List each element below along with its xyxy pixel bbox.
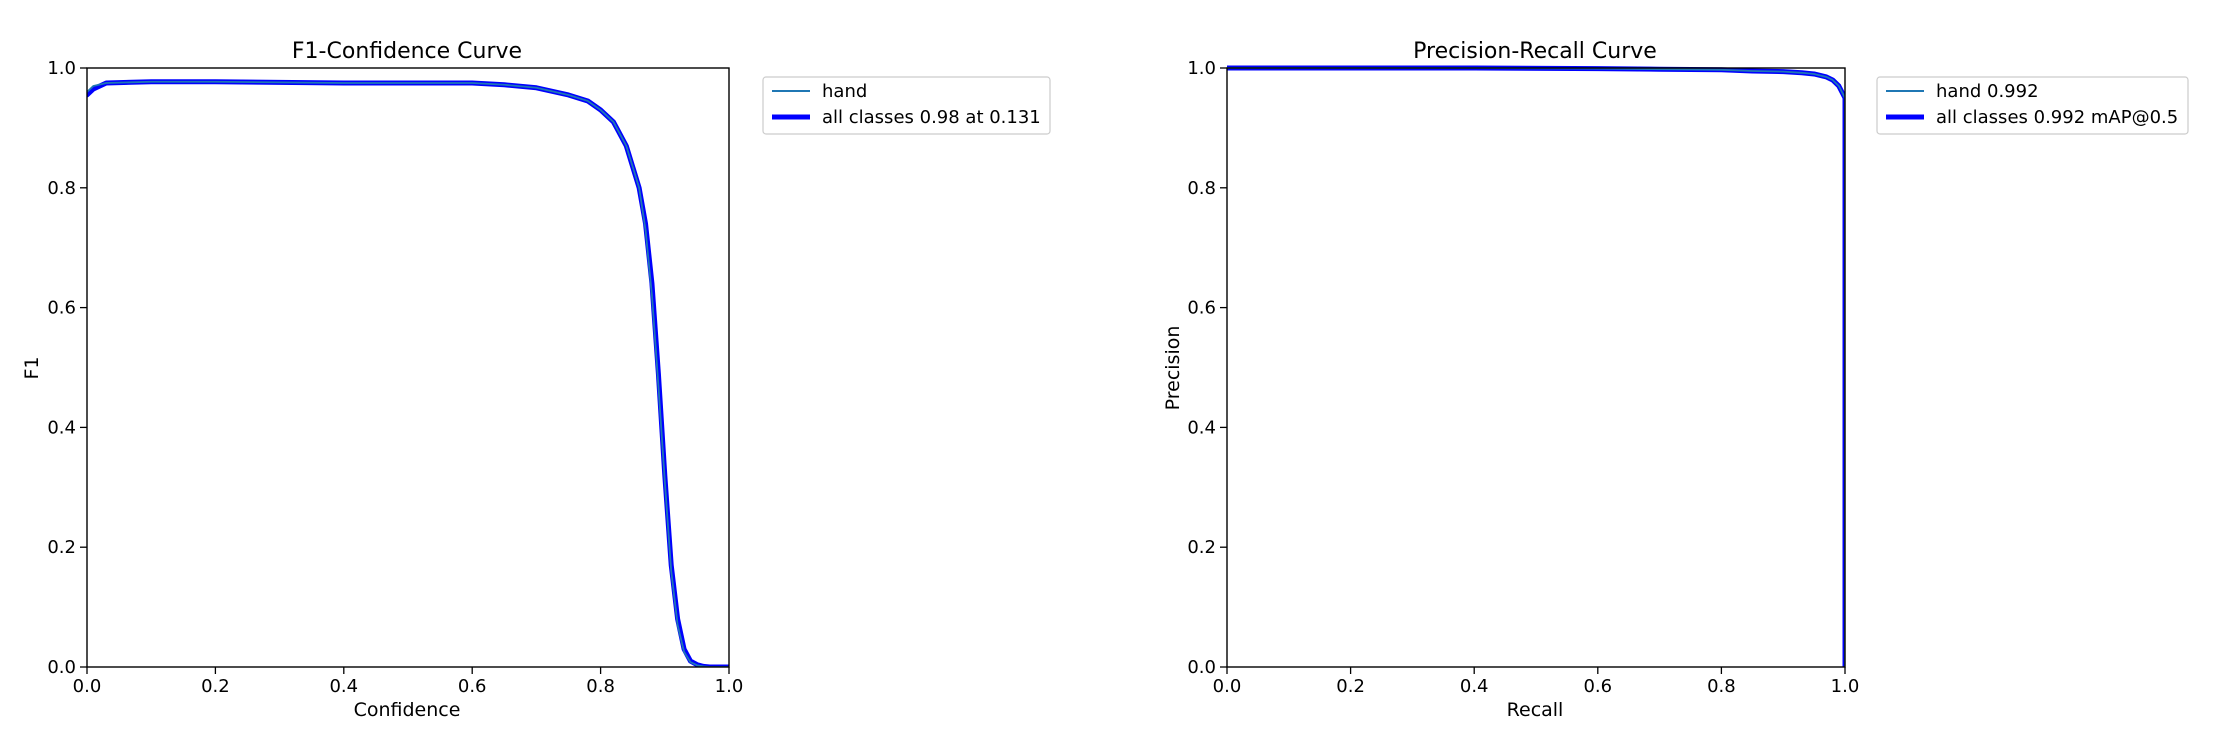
x-tick-label: 1.0 <box>715 676 744 697</box>
plot-area: 0.0 0.2 0.4 0.6 0.8 1.0 0.0 0.2 0.4 0.6 0.8 1.0 <box>1187 58 1859 697</box>
x-tick-label: 0.8 <box>586 676 615 697</box>
legend-label-all-classes: all classes 0.98 at 0.131 <box>822 107 1041 128</box>
legend-label-hand: hand <box>822 81 867 102</box>
x-axis-label: Recall <box>1507 699 1564 721</box>
x-tick-label: 0.6 <box>458 676 487 697</box>
x-tick-label: 0.2 <box>201 676 230 697</box>
chart-title: Precision-Recall Curve <box>1413 39 1657 64</box>
y-axis-label: Precision <box>1162 326 1184 411</box>
x-tick-label: 0.0 <box>73 676 102 697</box>
y-tick-label: 0.2 <box>47 537 76 558</box>
y-tick-label: 0.2 <box>1187 537 1216 558</box>
series-line-hand <box>87 80 729 667</box>
x-axis-label: Confidence <box>354 699 461 721</box>
legend: hand 0.992 all classes 0.992 mAP@0.5 <box>1876 76 2189 135</box>
series-lines <box>1227 65 1845 667</box>
series-lines <box>87 79 729 667</box>
y-tick-label: 0.0 <box>1187 657 1216 678</box>
y-axis-label: F1 <box>21 356 43 379</box>
x-tick-label: 0.2 <box>1336 676 1365 697</box>
x-tick-label: 0.6 <box>1583 676 1612 697</box>
axes-frame <box>86 67 730 668</box>
y-tick-label: 1.0 <box>1187 58 1216 79</box>
precision-recall-chart: Precision-Recall Curve Recall Precision … <box>1162 39 2189 721</box>
x-tick-label: 0.0 <box>1213 676 1242 697</box>
chart-title: F1-Confidence Curve <box>292 39 522 64</box>
y-tick-label: 1.0 <box>47 58 76 79</box>
y-tick-label: 0.6 <box>47 298 76 319</box>
y-tick-label: 0.6 <box>1187 298 1216 319</box>
plot-area: 0.0 0.2 0.4 0.6 0.8 1.0 0.0 0.2 0.4 0.6 0.8 1.0 <box>47 58 743 697</box>
y-tick-label: 0.8 <box>47 178 76 199</box>
x-tick-label: 0.8 <box>1707 676 1736 697</box>
y-tick-label: 0.4 <box>47 417 76 438</box>
legend-box <box>762 76 1051 135</box>
series-line-hand <box>1227 67 1845 667</box>
y-tick-label: 0.4 <box>1187 417 1216 438</box>
legend: hand all classes 0.98 at 0.131 <box>762 76 1051 135</box>
f1-confidence-chart: F1-Confidence Curve Confidence F1 0.0 0.2… <box>21 39 1051 721</box>
axes-frame <box>1226 67 1846 668</box>
series-line-all-classes <box>1227 65 1845 667</box>
x-tick-label: 0.4 <box>1460 676 1489 697</box>
legend-label-hand: hand 0.992 <box>1936 81 2039 102</box>
legend-label-all-classes: all classes 0.992 mAP@0.5 <box>1936 107 2178 128</box>
y-tick-label: 0.8 <box>1187 178 1216 199</box>
y-tick-label: 0.0 <box>47 657 76 678</box>
legend-box <box>1876 76 2189 135</box>
x-tick-label: 0.4 <box>329 676 358 697</box>
x-tick-label: 1.0 <box>1831 676 1860 697</box>
